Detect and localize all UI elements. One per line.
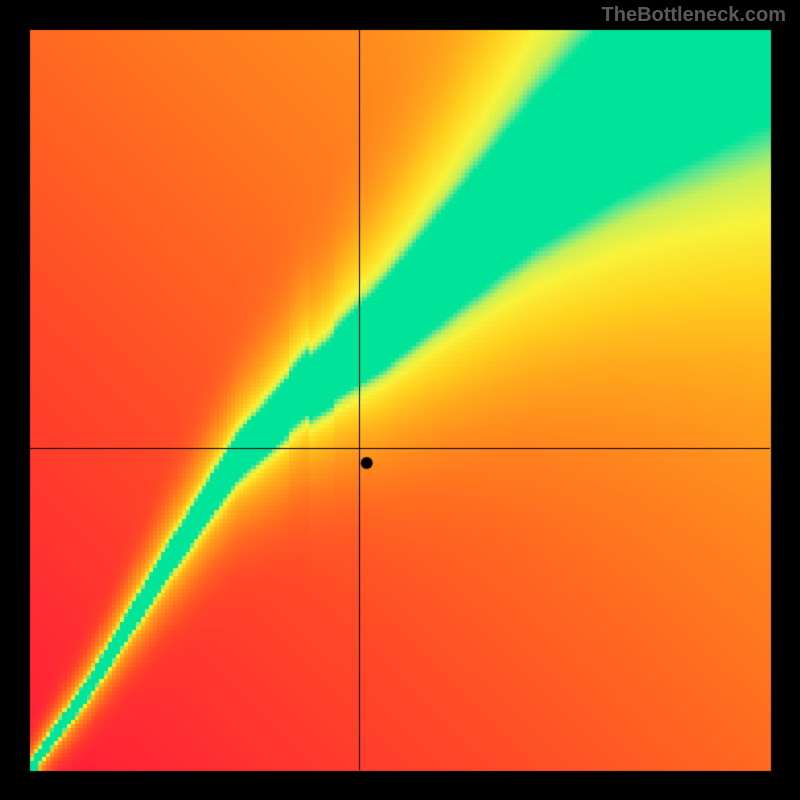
heatmap-plot bbox=[0, 0, 800, 800]
